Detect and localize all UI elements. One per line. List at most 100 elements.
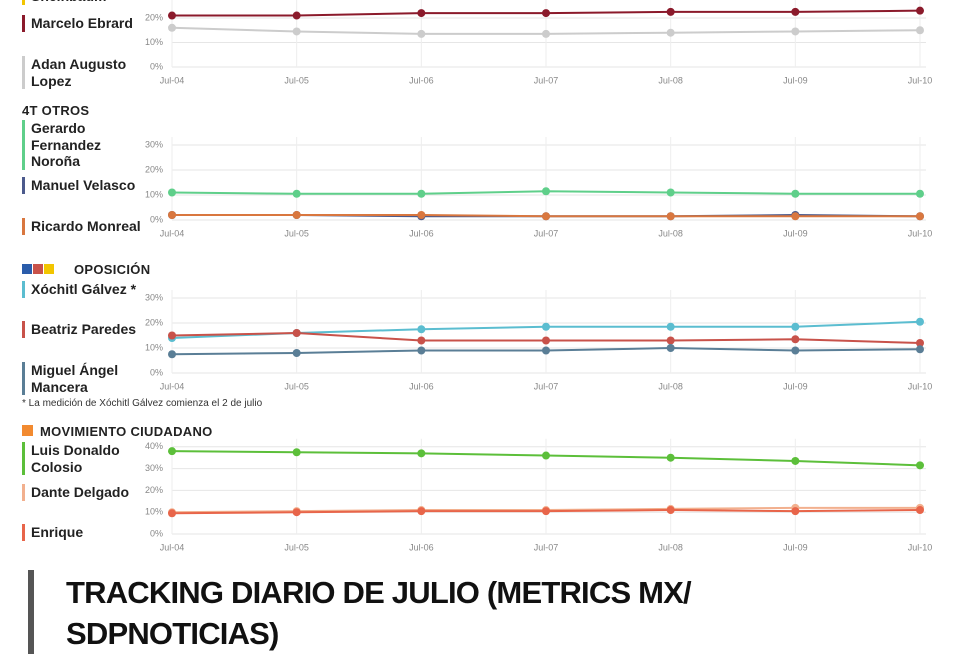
x-tick-label: Jul-10 bbox=[908, 75, 933, 85]
point bbox=[292, 211, 301, 219]
point bbox=[292, 27, 301, 36]
point bbox=[916, 26, 924, 35]
point bbox=[417, 211, 426, 219]
point bbox=[168, 350, 176, 359]
point bbox=[666, 322, 675, 331]
y-tick-label: 40% bbox=[145, 441, 163, 451]
legend-entry: Dante Delgado bbox=[22, 484, 145, 501]
point bbox=[666, 344, 675, 352]
point bbox=[417, 325, 426, 334]
point bbox=[168, 447, 176, 456]
y-tick-label: 0% bbox=[150, 367, 163, 377]
x-tick-label: Jul-04 bbox=[160, 381, 185, 391]
point bbox=[168, 188, 176, 197]
y-tick-label: 0% bbox=[150, 528, 163, 538]
legend-entry: Adan Augusto Lopez bbox=[22, 56, 145, 89]
point bbox=[916, 506, 924, 515]
y-tick-label: 10% bbox=[145, 507, 163, 517]
x-tick-label: Jul-09 bbox=[783, 228, 808, 238]
point bbox=[168, 11, 176, 20]
x-tick-label: Jul-05 bbox=[284, 542, 309, 552]
legend-entry: Ricardo Monreal bbox=[22, 218, 145, 235]
legend-entry: Marcelo Ebrard bbox=[22, 15, 145, 32]
footnote: * La medición de Xóchitl Gálvez comienza… bbox=[22, 398, 263, 409]
y-tick-label: 0% bbox=[150, 214, 163, 224]
x-tick-label: Jul-06 bbox=[409, 381, 434, 391]
point bbox=[791, 456, 800, 465]
point bbox=[542, 212, 550, 221]
section-title: MOVIMIENTO CIUDADANO bbox=[40, 424, 213, 439]
x-tick-label: Jul-10 bbox=[908, 542, 933, 552]
point bbox=[916, 6, 924, 15]
x-tick-label: Jul-07 bbox=[534, 75, 559, 85]
x-tick-label: Jul-06 bbox=[409, 75, 434, 85]
legend-entry: Miguel Ángel Mancera bbox=[22, 362, 145, 395]
point bbox=[791, 212, 800, 221]
point bbox=[791, 27, 800, 36]
point bbox=[168, 331, 176, 340]
y-tick-label: 30% bbox=[145, 292, 163, 302]
y-tick-label: 30% bbox=[145, 139, 163, 149]
point bbox=[916, 461, 924, 470]
point bbox=[542, 322, 550, 331]
point bbox=[292, 508, 301, 517]
x-tick-label: Jul-06 bbox=[409, 228, 434, 238]
legend-entry: Enrique bbox=[22, 524, 145, 541]
point bbox=[916, 339, 924, 347]
point bbox=[666, 28, 675, 37]
x-tick-label: Jul-08 bbox=[658, 228, 683, 238]
point bbox=[417, 336, 426, 345]
x-tick-label: Jul-08 bbox=[658, 381, 683, 391]
point bbox=[791, 189, 800, 198]
point bbox=[791, 335, 800, 344]
point bbox=[542, 9, 550, 18]
point bbox=[542, 29, 550, 38]
x-tick-label: Jul-09 bbox=[783, 75, 808, 85]
point bbox=[417, 189, 426, 198]
legend-entry: Beatriz Paredes bbox=[22, 321, 145, 338]
point bbox=[542, 507, 550, 516]
point bbox=[916, 189, 924, 198]
point bbox=[791, 346, 800, 355]
point bbox=[417, 346, 426, 355]
point bbox=[292, 349, 301, 357]
point bbox=[417, 9, 426, 18]
y-tick-label: 10% bbox=[145, 189, 163, 199]
point bbox=[168, 211, 176, 219]
point bbox=[542, 336, 550, 345]
x-tick-label: Jul-05 bbox=[284, 381, 309, 391]
x-tick-label: Jul-05 bbox=[284, 75, 309, 85]
point bbox=[666, 506, 675, 515]
y-tick-label: 20% bbox=[145, 164, 163, 174]
x-tick-label: Jul-09 bbox=[783, 381, 808, 391]
y-tick-label: 30% bbox=[145, 463, 163, 473]
point bbox=[542, 346, 550, 355]
x-tick-label: Jul-04 bbox=[160, 542, 185, 552]
legend-entry: Xóchitl Gálvez * bbox=[22, 281, 145, 298]
point bbox=[292, 329, 301, 337]
point bbox=[168, 509, 176, 518]
point bbox=[542, 451, 550, 460]
point bbox=[292, 448, 301, 457]
x-tick-label: Jul-08 bbox=[658, 542, 683, 552]
point bbox=[791, 507, 800, 516]
y-tick-label: 20% bbox=[145, 12, 163, 22]
point bbox=[666, 212, 675, 221]
point bbox=[417, 507, 426, 516]
point bbox=[542, 187, 550, 196]
y-tick-label: 20% bbox=[145, 317, 163, 327]
legend-entry: Luis Donaldo Colosio bbox=[22, 442, 145, 475]
legend-entry: Manuel Velasco bbox=[22, 177, 145, 194]
section-title: OPOSICIÓN bbox=[74, 262, 151, 277]
point bbox=[417, 29, 426, 38]
point bbox=[666, 336, 675, 345]
x-tick-label: Jul-07 bbox=[534, 381, 559, 391]
y-tick-label: 10% bbox=[145, 342, 163, 352]
x-tick-label: Jul-04 bbox=[160, 228, 185, 238]
heading: TRACKING DIARIO DE JULIO (METRICS MX/ SD… bbox=[66, 575, 692, 651]
x-tick-label: Jul-06 bbox=[409, 542, 434, 552]
x-tick-label: Jul-05 bbox=[284, 228, 309, 238]
point bbox=[666, 453, 675, 462]
